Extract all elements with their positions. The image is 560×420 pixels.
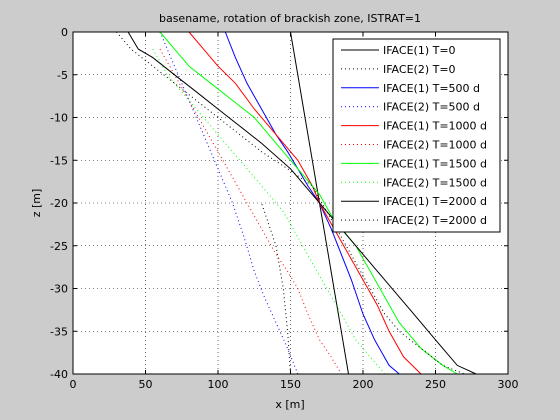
series-line-5 bbox=[159, 48, 342, 375]
x-tick-label: 50 bbox=[139, 378, 153, 391]
y-tick-label: -25 bbox=[50, 240, 68, 253]
legend-entry-8: IFACE(1) T=2000 d bbox=[383, 195, 487, 208]
y-tick-label: -10 bbox=[50, 112, 68, 125]
legend-entry-0: IFACE(1) T=0 bbox=[383, 44, 456, 57]
legend-entry-5: IFACE(2) T=1000 d bbox=[383, 139, 487, 152]
x-tick-label: 0 bbox=[70, 378, 77, 391]
y-tick-label: 0 bbox=[61, 26, 68, 39]
series-line-3 bbox=[159, 31, 299, 375]
legend-entry-2: IFACE(1) T=500 d bbox=[383, 82, 480, 95]
legend-entry-7: IFACE(2) T=1500 d bbox=[383, 176, 487, 189]
y-tick-label: -35 bbox=[50, 325, 68, 338]
series-line-1 bbox=[261, 202, 291, 375]
series-line-7 bbox=[152, 48, 386, 375]
x-tick-label: 150 bbox=[280, 378, 301, 391]
y-tick-label: -5 bbox=[57, 69, 68, 82]
legend-box bbox=[332, 38, 501, 233]
x-tick-label: 300 bbox=[498, 378, 519, 391]
legend-entry-3: IFACE(2) T=500 d bbox=[383, 101, 480, 114]
legend-entry-1: IFACE(2) T=0 bbox=[383, 63, 456, 76]
y-tick-label: -15 bbox=[50, 154, 68, 167]
series-line-6 bbox=[159, 31, 458, 375]
x-axis-label: x [m] bbox=[275, 398, 304, 411]
legend: IFACE(1) T=0 IFACE(2) T=0 IFACE(1) T=500 d… bbox=[332, 38, 501, 233]
x-tick-label: 100 bbox=[208, 378, 229, 391]
series-layer bbox=[116, 31, 477, 375]
y-axis-label: z [m] bbox=[30, 189, 43, 218]
tick-marks bbox=[72, 31, 509, 375]
y-tick-label: -20 bbox=[50, 197, 68, 210]
x-tick-label: 200 bbox=[353, 378, 374, 391]
series-line-4 bbox=[188, 31, 422, 375]
legend-entry-6: IFACE(1) T=1500 d bbox=[383, 157, 487, 170]
legend-entry-4: IFACE(1) T=1000 d bbox=[383, 120, 487, 133]
x-tick-label: 250 bbox=[425, 378, 446, 391]
series-line-8 bbox=[127, 31, 477, 375]
legend-entry-9: IFACE(2) T=2000 d bbox=[383, 214, 487, 227]
series-line-2 bbox=[224, 31, 400, 375]
y-tick-label: -30 bbox=[50, 283, 68, 296]
y-tick-label: -40 bbox=[50, 368, 68, 381]
chart-title: basename, rotation of brackish zone, IST… bbox=[159, 12, 421, 25]
